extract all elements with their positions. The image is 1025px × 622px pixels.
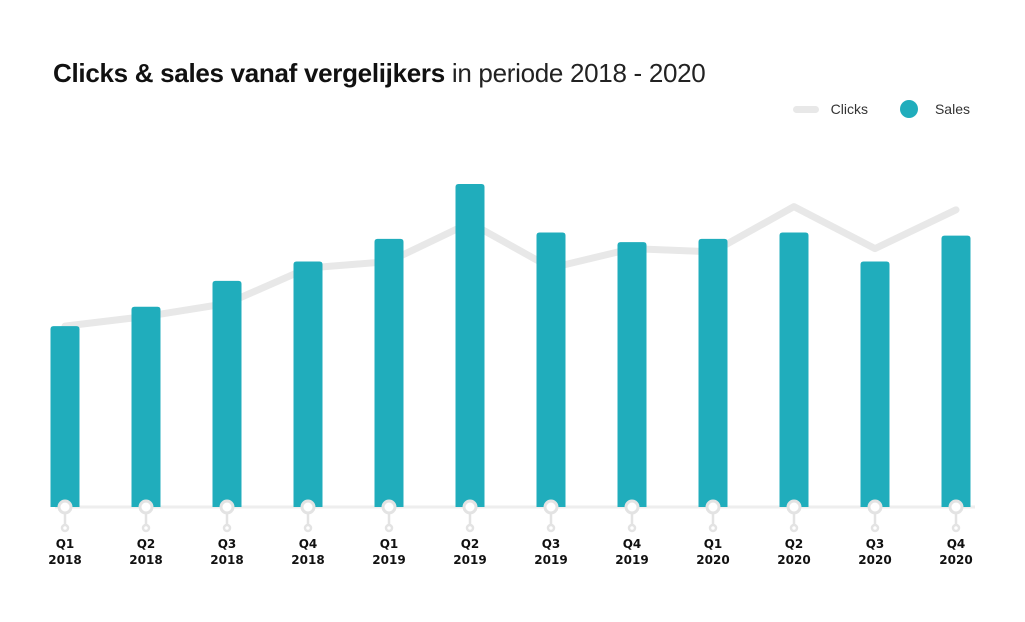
chart-title-light: in periode 2018 - 2020 xyxy=(451,58,706,88)
sales-bar xyxy=(860,261,890,507)
tick-end-dot xyxy=(465,523,475,533)
chart-title: Clicks & sales vanaf vergelijkers in per… xyxy=(53,58,706,89)
tick-marker xyxy=(705,499,721,515)
tick-marker xyxy=(138,499,154,515)
sales-bar xyxy=(941,235,971,507)
sales-bar xyxy=(455,184,485,507)
chart-title-bold: Clicks & sales vanaf vergelijkers xyxy=(53,58,445,88)
tick-marker xyxy=(867,499,883,515)
x-tick-label-quarter: Q2 xyxy=(137,537,156,551)
x-tick-label-quarter: Q1 xyxy=(56,537,75,551)
legend-item-clicks: Clicks xyxy=(792,101,868,117)
x-tick-label-quarter: Q3 xyxy=(866,537,885,551)
x-tick-label-year: 2018 xyxy=(48,553,81,567)
tick-end-dot xyxy=(870,523,880,533)
x-tick-label-quarter: Q1 xyxy=(380,537,399,551)
x-tick-label-year: 2019 xyxy=(534,553,567,567)
legend-clicks-line-icon xyxy=(792,105,819,113)
sales-bar xyxy=(617,242,647,507)
tick-end-dot xyxy=(789,523,799,533)
legend-clicks-label: Clicks xyxy=(830,101,868,117)
x-tick-label-quarter: Q1 xyxy=(704,537,723,551)
tick-marker xyxy=(300,499,316,515)
legend-sales-dot-icon xyxy=(899,100,918,118)
x-tick-label-year: 2019 xyxy=(453,553,486,567)
sales-bar xyxy=(293,261,323,507)
sales-bar xyxy=(779,232,809,507)
tick-marker xyxy=(219,499,235,515)
tick-marker xyxy=(786,499,802,515)
tick-marker xyxy=(624,499,640,515)
x-tick-label-quarter: Q4 xyxy=(299,537,318,551)
x-tick-label-year: 2020 xyxy=(777,553,810,567)
x-tick-label-quarter: Q2 xyxy=(785,537,804,551)
sales-bar xyxy=(374,238,404,507)
legend-sales-label: Sales xyxy=(934,101,970,117)
tick-end-dot xyxy=(384,523,394,533)
x-tick-label-quarter: Q4 xyxy=(947,537,966,551)
tick-marker xyxy=(381,499,397,515)
x-tick-label-quarter: Q3 xyxy=(542,537,561,551)
x-tick-label-year: 2018 xyxy=(291,553,324,567)
tick-end-dot xyxy=(60,523,70,533)
sales-bar xyxy=(536,232,566,507)
sales-bar xyxy=(131,306,161,507)
tick-marker xyxy=(948,499,964,515)
x-tick-label-year: 2018 xyxy=(129,553,162,567)
legend: Clicks Sales xyxy=(792,100,970,118)
x-tick-label-year: 2020 xyxy=(939,553,972,567)
sales-bar xyxy=(50,326,80,507)
x-tick-label-year: 2019 xyxy=(372,553,405,567)
x-tick-label-year: 2020 xyxy=(696,553,729,567)
x-tick-label-year: 2018 xyxy=(210,553,243,567)
legend-item-sales: Sales xyxy=(868,100,970,118)
tick-end-dot xyxy=(951,523,961,533)
tick-marker xyxy=(462,499,478,515)
tick-end-dot xyxy=(627,523,637,533)
tick-end-dot xyxy=(141,523,151,533)
tick-end-dot xyxy=(222,523,232,533)
sales-bar xyxy=(212,280,242,507)
tick-marker xyxy=(543,499,559,515)
tick-marker xyxy=(57,499,73,515)
x-tick-label-quarter: Q3 xyxy=(218,537,237,551)
x-tick-label-quarter: Q4 xyxy=(623,537,642,551)
clicks-line xyxy=(61,203,960,330)
x-tick-label-year: 2019 xyxy=(615,553,648,567)
tick-end-dot xyxy=(546,523,556,533)
tick-end-dot xyxy=(708,523,718,533)
x-tick-label-year: 2020 xyxy=(858,553,891,567)
tick-end-dot xyxy=(303,523,313,533)
sales-bar xyxy=(698,238,728,507)
x-tick-label-quarter: Q2 xyxy=(461,537,480,551)
